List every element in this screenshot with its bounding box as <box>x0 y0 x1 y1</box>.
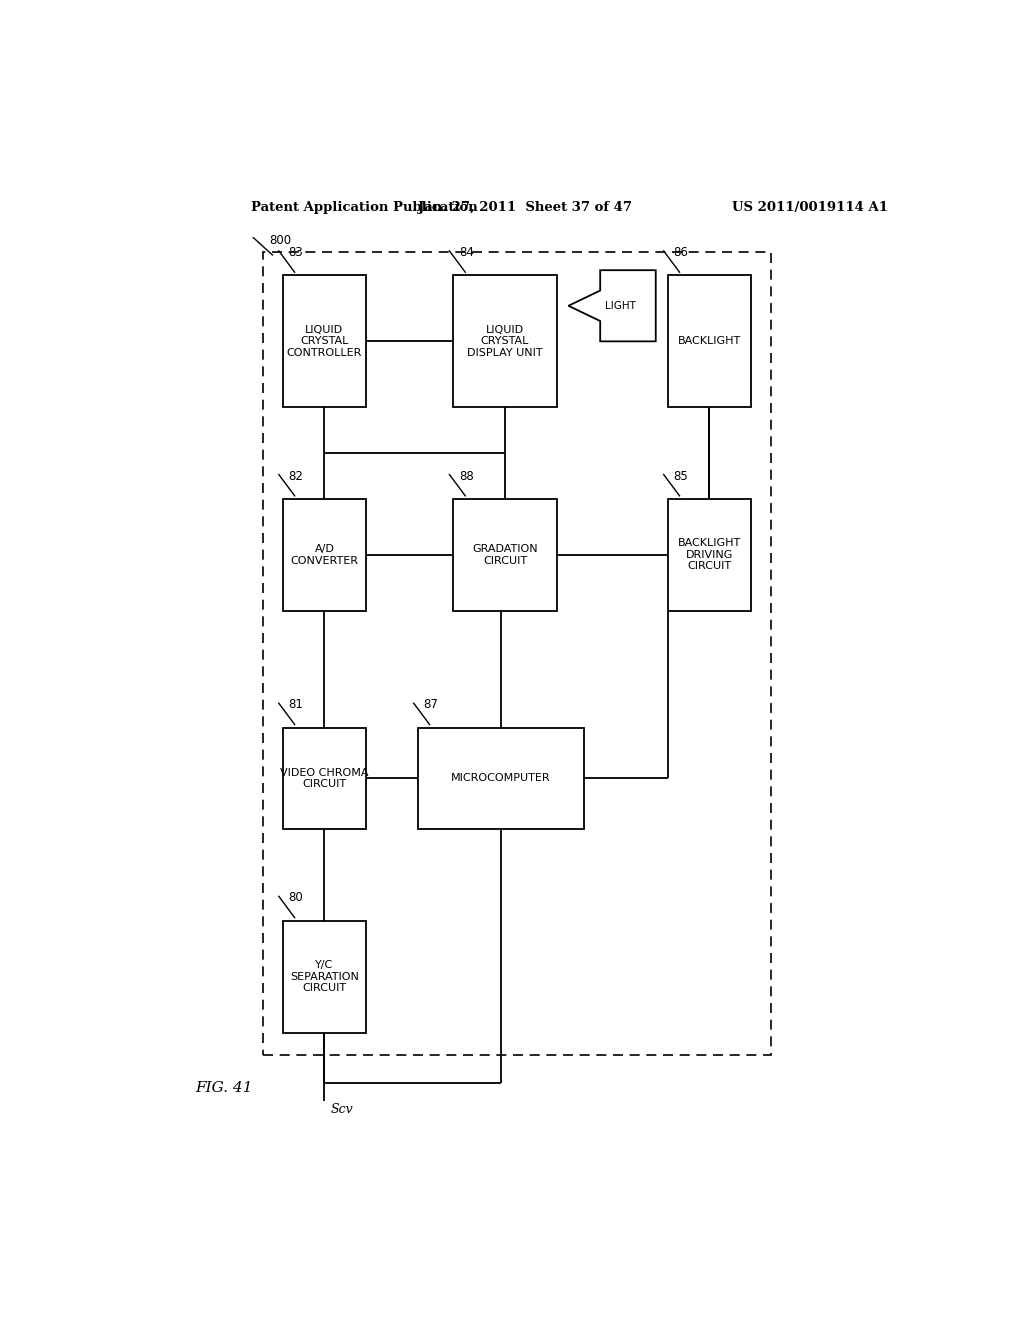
Text: FIG. 41: FIG. 41 <box>196 1081 253 1096</box>
Text: 86: 86 <box>673 246 688 259</box>
Bar <box>283 499 367 611</box>
Text: 800: 800 <box>269 234 292 247</box>
Text: VIDEO CHROMA
CIRCUIT: VIDEO CHROMA CIRCUIT <box>281 768 369 789</box>
Text: US 2011/0019114 A1: US 2011/0019114 A1 <box>732 201 889 214</box>
Bar <box>283 276 367 408</box>
Text: 84: 84 <box>459 246 474 259</box>
Bar <box>668 276 751 408</box>
Text: 80: 80 <box>289 891 303 904</box>
Text: LIQUID
CRYSTAL
CONTROLLER: LIQUID CRYSTAL CONTROLLER <box>287 325 362 358</box>
Text: GRADATION
CIRCUIT: GRADATION CIRCUIT <box>472 544 538 565</box>
Text: 87: 87 <box>423 698 438 711</box>
Text: LIGHT: LIGHT <box>604 301 636 310</box>
Text: LIQUID
CRYSTAL
DISPLAY UNIT: LIQUID CRYSTAL DISPLAY UNIT <box>467 325 543 358</box>
Text: BACKLIGHT
DRIVING
CIRCUIT: BACKLIGHT DRIVING CIRCUIT <box>678 539 741 572</box>
Bar <box>668 499 751 611</box>
Text: 85: 85 <box>673 470 688 483</box>
Text: Jan. 27, 2011  Sheet 37 of 47: Jan. 27, 2011 Sheet 37 of 47 <box>418 201 632 214</box>
Text: 82: 82 <box>289 470 303 483</box>
Bar <box>283 921 367 1032</box>
Text: BACKLIGHT: BACKLIGHT <box>678 337 741 346</box>
Bar <box>418 727 585 829</box>
Bar <box>263 252 771 1055</box>
Text: Scv: Scv <box>331 1102 353 1115</box>
Text: MICROCOMPUTER: MICROCOMPUTER <box>452 774 551 783</box>
Text: 88: 88 <box>459 470 474 483</box>
Bar <box>454 276 557 408</box>
Text: A/D
CONVERTER: A/D CONVERTER <box>291 544 358 565</box>
Text: 81: 81 <box>289 698 303 711</box>
Bar <box>283 727 367 829</box>
Bar <box>454 499 557 611</box>
Text: 83: 83 <box>289 246 303 259</box>
Text: Patent Application Publication: Patent Application Publication <box>251 201 478 214</box>
Text: Y/C
SEPARATION
CIRCUIT: Y/C SEPARATION CIRCUIT <box>290 960 358 993</box>
